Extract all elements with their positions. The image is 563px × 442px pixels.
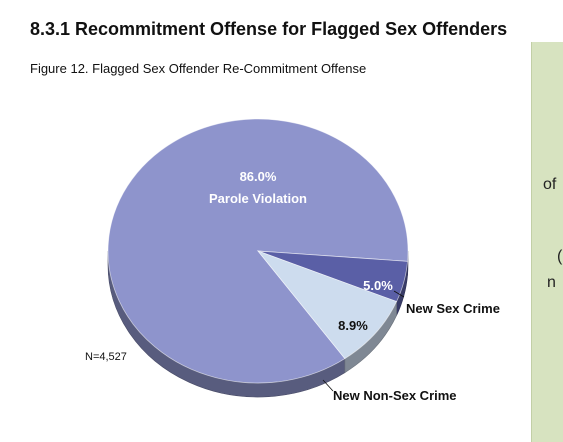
pie-value-label: 5.0% [363, 278, 393, 293]
pie-slices [108, 119, 408, 383]
pie-category-label: New Non-Sex Crime [333, 388, 457, 403]
pie-category-label: Parole Violation [209, 191, 307, 206]
pie-value-label: 8.9% [338, 318, 368, 333]
pie-category-label: New Sex Crime [406, 301, 500, 316]
section-heading: 8.3.1 Recommitment Offense for Flagged S… [30, 19, 507, 40]
pie-chart: 86.0% Parole Violation 5.0% New Sex Crime 8.… [0, 0, 563, 432]
pie-value-label: 86.0% [240, 169, 277, 184]
sample-size-annotation: N=4,527 [85, 351, 127, 363]
